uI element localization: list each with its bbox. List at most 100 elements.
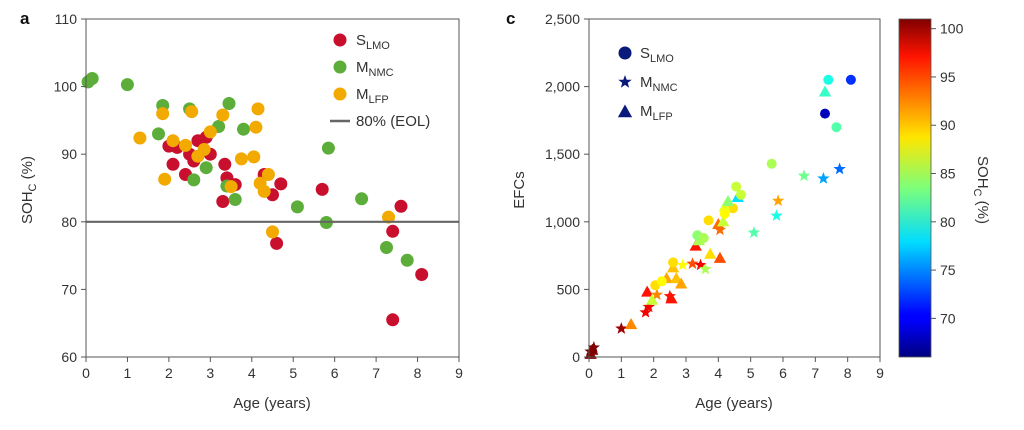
panel-a-point-lfp bbox=[247, 150, 261, 164]
panel-c-point-triangle bbox=[717, 215, 730, 227]
panel-a-point-nmc bbox=[380, 241, 393, 254]
panel-c-point-star bbox=[797, 169, 811, 182]
panel-c-y-tick-label: 2,500 bbox=[545, 11, 580, 27]
panel-c-point-star bbox=[770, 209, 783, 221]
panel-c-markers bbox=[584, 74, 856, 359]
panel-c-legend-circle-icon bbox=[618, 46, 632, 60]
panel-c-legend-triangle-icon bbox=[617, 104, 633, 118]
panel-c-point-star bbox=[699, 262, 712, 275]
panel-a-point-lfp bbox=[185, 105, 199, 119]
panel-c-point-triangle bbox=[641, 285, 654, 297]
panel-a-point-nmc bbox=[199, 161, 213, 175]
panel-a-point-nmc bbox=[222, 97, 236, 110]
panel-a-legend-eol-label: 80% (EOL) bbox=[356, 113, 430, 130]
panel-a-y-tick-label: 70 bbox=[61, 281, 77, 297]
panel-c-point-triangle bbox=[713, 251, 727, 263]
panel-c-x-tick-label: 1 bbox=[617, 365, 625, 381]
panel-a-x-tick-label: 0 bbox=[82, 365, 90, 381]
panel-a-letter: a bbox=[20, 9, 30, 28]
panel-c-x-tick-label: 6 bbox=[779, 365, 787, 381]
panel-c-y-tick-label: 0 bbox=[572, 349, 580, 365]
panel-a-point-nmc bbox=[152, 127, 165, 141]
panel-a-point-lfp bbox=[234, 152, 248, 166]
panel-c-point-triangle bbox=[704, 247, 717, 259]
colorbar-gradient bbox=[898, 18, 932, 358]
panel-c-point-circle bbox=[668, 257, 679, 268]
colorbar-tick-label: 85 bbox=[940, 166, 956, 182]
panel-a-point-lfp bbox=[224, 180, 238, 194]
panel-c-point-triangle bbox=[674, 277, 688, 289]
panel-a-point-nmc bbox=[355, 192, 369, 206]
panel-a-point-lmo bbox=[386, 224, 400, 238]
panel-c-point-circle bbox=[656, 276, 667, 287]
panel-a-legend-marker bbox=[333, 33, 347, 47]
panel-c-y-tick-label: 1,500 bbox=[545, 146, 580, 162]
panel-a-legend-marker bbox=[333, 60, 347, 74]
panel-a-point-lfp bbox=[166, 134, 180, 148]
panel-a-x-tick-label: 9 bbox=[455, 365, 463, 381]
panel-c-x-tick-label: 2 bbox=[650, 365, 658, 381]
panel-a-point-lmo bbox=[274, 177, 288, 191]
panel-c-point-circle bbox=[766, 158, 777, 169]
panel-a-point-nmc bbox=[237, 122, 250, 136]
panel-c-y-tick-label: 1,000 bbox=[545, 214, 580, 230]
panel-c-x-axis-label: Age (years) bbox=[695, 395, 773, 412]
panel-a-y-tick-label: 100 bbox=[54, 79, 78, 95]
panel-a-point-lmo bbox=[270, 236, 284, 250]
panel-c-point-star bbox=[713, 223, 727, 236]
panel-c-point-circle bbox=[703, 215, 714, 226]
panel-a-point-lfp bbox=[158, 172, 172, 186]
panel-c-point-star bbox=[694, 258, 707, 271]
panel-a-point-lmo bbox=[415, 268, 429, 281]
panel-a-point-lfp bbox=[251, 102, 265, 116]
panel-a-x-tick-label: 4 bbox=[248, 365, 256, 381]
panel-c-x-ticks: 0 1 2 3 4 5 6 7 8 9 bbox=[585, 357, 884, 381]
panel-a-legend-marker bbox=[333, 87, 347, 101]
panel-c-letter: c bbox=[506, 9, 515, 28]
panel-c-legend-star-icon bbox=[618, 75, 632, 88]
panel-a-point-nmc bbox=[187, 173, 201, 187]
panel-c-point-circle bbox=[736, 189, 746, 200]
panel-a-y-tick-label: 80 bbox=[61, 214, 77, 230]
panel-c-x-tick-label: 9 bbox=[876, 365, 884, 381]
panel-a-point-lmo bbox=[218, 157, 232, 171]
panel-c-point-star bbox=[650, 288, 664, 301]
panel-c-point-triangle bbox=[665, 292, 678, 304]
panel-c-legend-label: MLFP bbox=[640, 103, 673, 123]
panel-c-chart: c 0 1 2 3 4 5 6 7 8 9 0 500 1,000 1,500 2,000 2,500 Ag… bbox=[506, 9, 884, 412]
panel-c-legend-label: SLMO bbox=[640, 45, 674, 65]
panel-c-legend: SLMO MNMC MLFP bbox=[617, 45, 678, 123]
panel-a-point-lfp bbox=[257, 184, 271, 198]
colorbar-tick-label: 75 bbox=[940, 262, 956, 278]
panel-c-point-circle bbox=[698, 233, 709, 243]
panel-a-x-tick-label: 1 bbox=[124, 365, 132, 381]
panel-c-y-tick-label: 500 bbox=[557, 281, 581, 297]
panel-c-point-triangle bbox=[818, 85, 832, 97]
panel-c-point-triangle bbox=[670, 272, 683, 284]
panel-c-legend-label: MNMC bbox=[640, 74, 678, 94]
panel-a-legend: SLMO MNMC MLFP 80% (EOL) bbox=[322, 24, 450, 136]
panel-c-y-axis-label: EFCs bbox=[511, 171, 528, 209]
panel-a-frame bbox=[85, 18, 460, 358]
colorbar-label: SOHC (%) bbox=[971, 156, 991, 224]
panel-a-point-nmc bbox=[120, 78, 134, 92]
panel-a-point-nmc bbox=[228, 193, 242, 206]
panel-a-x-axis-label: Age (years) bbox=[233, 395, 311, 412]
panel-c-x-tick-label: 4 bbox=[714, 365, 722, 381]
soh-colorbar: 70 75 80 85 90 95 100 SOHC (%) bbox=[898, 18, 991, 358]
panel-a-y-ticks: 60 70 80 90 100 110 bbox=[54, 11, 86, 365]
panel-c-point-star bbox=[676, 258, 689, 271]
panel-c-point-star bbox=[615, 322, 628, 334]
panel-a-point-lfp bbox=[133, 131, 147, 145]
panel-a-point-lmo bbox=[315, 182, 329, 196]
panel-a-x-ticks: 0 1 2 3 4 5 6 7 8 9 bbox=[82, 357, 463, 381]
panel-a-point-lfp bbox=[203, 125, 217, 139]
panel-c-point-triangle bbox=[645, 293, 659, 305]
panel-c-point-star bbox=[747, 226, 761, 238]
panel-c-point-triangle bbox=[721, 195, 735, 207]
colorbar-tick-label: 90 bbox=[940, 117, 956, 133]
panel-c-x-tick-label: 5 bbox=[747, 365, 755, 381]
panel-a-point-nmc bbox=[321, 141, 335, 155]
panel-c-frame bbox=[588, 18, 881, 358]
